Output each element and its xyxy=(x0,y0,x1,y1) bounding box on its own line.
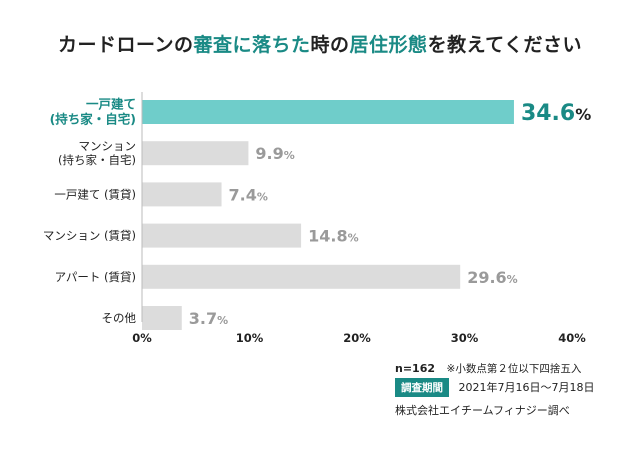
sample-size: n=162 xyxy=(395,362,436,375)
bar-0 xyxy=(142,100,514,124)
category-label-0: 一戸建て(持ち家・自宅) xyxy=(50,97,136,127)
category-label-3: マンション (賃貸) xyxy=(43,229,136,243)
title-part-4: を教えてください xyxy=(427,34,583,56)
value-label-4: 29.6% xyxy=(467,268,518,287)
rounding-note: ※小数点第２位以下四捨五入 xyxy=(446,363,582,375)
sample-note: n=162 ※小数点第２位以下四捨五入 xyxy=(395,361,581,376)
x-tick-label-0: 0% xyxy=(132,331,152,345)
x-tick-label-4: 40% xyxy=(558,331,586,345)
bar-4 xyxy=(142,264,461,289)
value-label-1: 9.9% xyxy=(255,144,294,163)
bar-2 xyxy=(142,182,222,207)
bar-5 xyxy=(142,306,182,330)
x-tick-label-3: 30% xyxy=(451,331,479,345)
chart-title: カードローンの審査に落ちた時の居住形態を教えてください xyxy=(0,30,640,57)
title-part-2: 時の xyxy=(310,34,350,56)
bar-3 xyxy=(142,223,302,248)
category-label-5: その他 xyxy=(102,311,137,325)
value-label-5: 3.7% xyxy=(189,309,228,328)
bar-1 xyxy=(142,141,249,166)
x-tick-label-2: 20% xyxy=(343,331,371,345)
title-part-3: 居住形態 xyxy=(349,34,428,56)
value-label-2: 7.4% xyxy=(229,185,268,204)
source-note: 株式会社エイチームフィナジー調べ xyxy=(395,404,570,417)
value-label-3: 14.8% xyxy=(308,227,359,246)
survey-period: 調査期間 2021年7月16日～7月18日 xyxy=(395,378,595,397)
title-part-0: カードローンの xyxy=(57,34,194,56)
category-label-2: 一戸建て (賃貸) xyxy=(54,187,136,201)
category-label-4: アパート (賃貸) xyxy=(55,270,136,284)
period-badge: 調査期間 xyxy=(395,378,449,397)
period-text: 2021年7月16日～7月18日 xyxy=(458,381,595,394)
value-label-0: 34.6% xyxy=(521,101,591,126)
x-tick-label-1: 10% xyxy=(236,331,264,345)
title-part-1: 審査に落ちた xyxy=(193,34,311,56)
category-label-1: マンション(持ち家・自宅) xyxy=(58,139,136,167)
